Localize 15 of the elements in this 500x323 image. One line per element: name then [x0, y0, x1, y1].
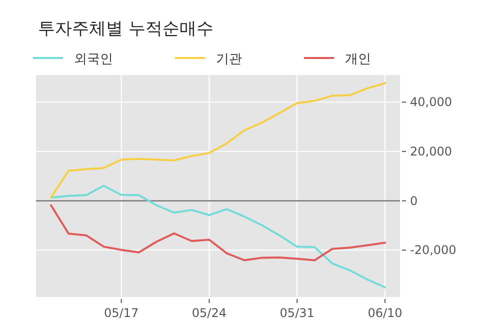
- x-tick-label: 06/10: [368, 306, 402, 320]
- legend-label: 개인: [345, 52, 371, 67]
- line-series: [50, 82, 386, 199]
- chart-title: 투자주체별 누적순매수: [38, 19, 214, 39]
- legend-label: 외국인: [74, 52, 113, 67]
- legend-label: 기관: [216, 52, 242, 67]
- line-series: [50, 204, 386, 262]
- y-tick-label: 40,000: [410, 95, 452, 110]
- y-tick-label: 20,000: [410, 144, 452, 158]
- x-tick-label: 05/24: [192, 306, 227, 320]
- y-tick-label: -20,000: [410, 243, 456, 258]
- line-series: [50, 184, 386, 288]
- y-tick-label: 0: [410, 194, 418, 208]
- x-tick-label: 05/31: [280, 306, 314, 320]
- x-tick-label: 05/17: [104, 306, 139, 320]
